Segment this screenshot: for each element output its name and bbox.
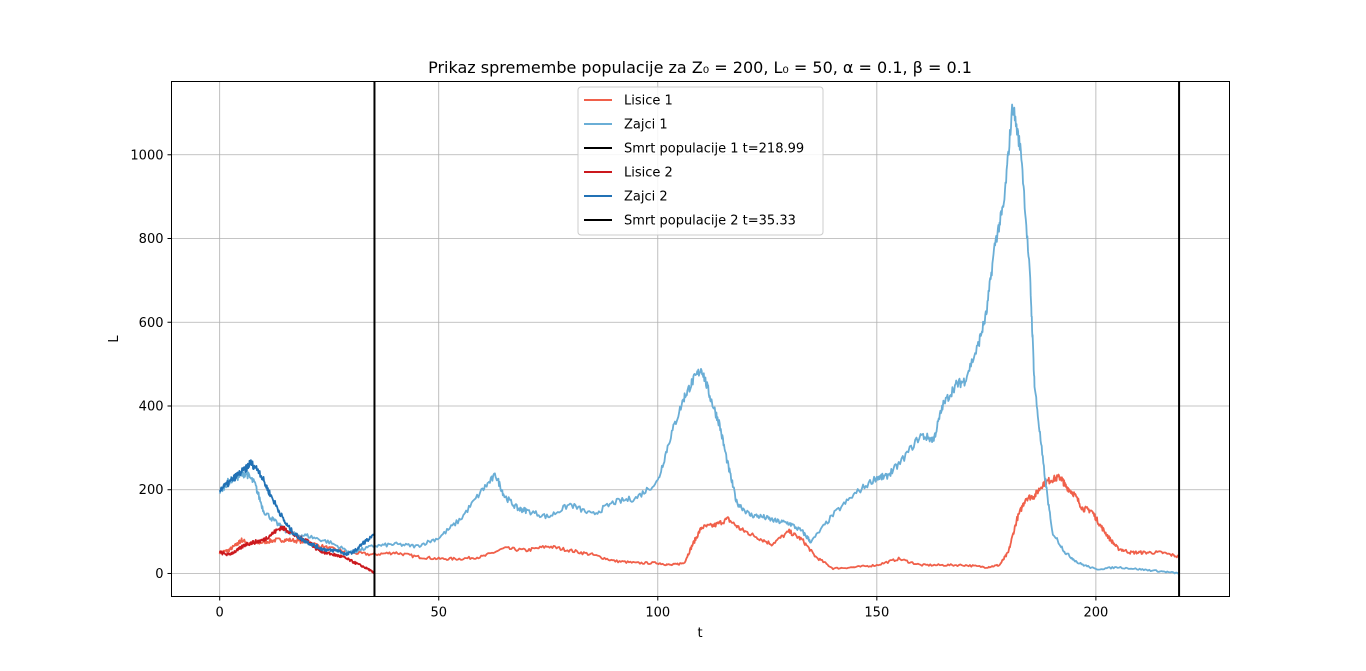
series-lisice-1 [218,473,1180,571]
x-axis-ticks: 0 50 100 150 200 [216,596,1108,621]
legend-label: Lisice 1 [624,94,673,109]
series-zajci-1 [218,103,1180,575]
y-tick-label: 400 [139,399,164,414]
axes-frame [171,81,1230,597]
x-tick-label: 50 [430,606,447,621]
legend: Lisice 1 Zajci 1 Smrt populacije 1 t=218.9… [577,86,824,236]
x-tick-label: 100 [645,606,670,621]
chart-title: Prikaz spremembe populacije za Z₀ = 200,… [428,58,972,77]
y-axis-label: L [107,335,122,343]
x-tick-label: 0 [216,606,224,621]
y-tick-label: 600 [139,316,164,331]
legend-box [577,86,824,236]
legend-label: Zajci 2 [624,190,668,205]
legend-label: Smrt populacije 2 t=35.33 [624,214,796,229]
x-tick-label: 150 [864,606,889,621]
y-tick-label: 1000 [130,148,163,163]
y-tick-label: 800 [139,232,164,247]
y-axis-ticks: 0 200 400 600 800 1000 [130,148,172,582]
x-tick-label: 200 [1083,606,1108,621]
series-zajci-2 [218,459,376,557]
plot-area [218,81,1181,597]
legend-label: Lisice 2 [624,166,673,181]
x-axis-label: t [697,626,702,641]
y-tick-label: 0 [155,567,163,582]
legend-label: Smrt populacije 1 t=218.99 [624,142,804,157]
legend-label: Zajci 1 [624,118,668,133]
y-tick-label: 200 [139,483,164,498]
